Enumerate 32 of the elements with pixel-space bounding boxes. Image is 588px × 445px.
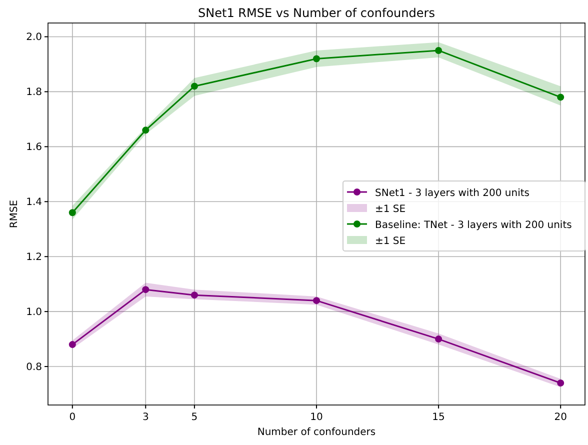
y-tick-label: 1.8 [26,87,42,98]
x-tick-label: 3 [142,412,149,423]
point [68,341,76,348]
annotation: ±1 SE [375,204,406,215]
point [190,292,198,299]
y-tick-label: 2.0 [26,32,42,44]
annotation: ±1 SE [375,236,406,247]
point [68,209,76,216]
point [190,82,198,90]
legend-label: SNet1 - 3 layers with 200 units [375,188,530,199]
point [313,55,320,62]
y-tick-label: 1.4 [26,197,42,208]
x-tick-label: 5 [191,412,198,423]
y-tick-label: 1.2 [26,252,42,264]
x-axis-title: Number of confounders [257,427,376,438]
y-axis-title: RMSE [9,200,20,228]
legend-label: Baseline: TNet - 3 layers with 200 units [375,220,572,231]
point [142,286,150,294]
chart-title: SNet1 RMSE vs Number of confounders [198,6,435,20]
point [557,380,564,387]
x-tick-label: 15 [432,412,445,423]
x-tick-label: 0 [69,412,76,423]
point [435,46,442,54]
point [142,126,150,134]
point [435,336,442,343]
x-tick-label: 20 [554,412,567,423]
x-tick-label: 10 [310,412,323,423]
y-tick-label: 0.8 [26,362,42,374]
point [557,94,564,101]
y-tick-label: 1.6 [26,142,42,154]
y-tick-label: 1.0 [26,307,42,318]
point [313,297,320,304]
